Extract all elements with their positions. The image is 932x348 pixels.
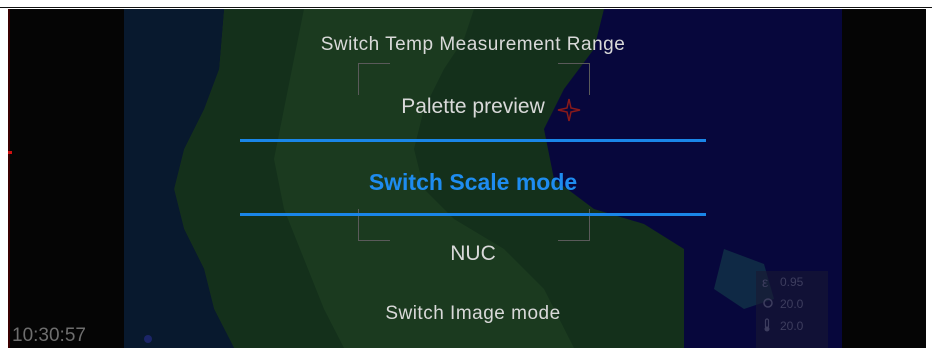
reflected-value: 20.0 — [780, 319, 804, 333]
crosshair-icon — [557, 98, 581, 122]
thermal-image — [124, 9, 842, 348]
param-reflected: 20.0 — [756, 315, 828, 337]
left-edge — [8, 9, 10, 348]
param-ambient: 20.0 — [756, 293, 828, 315]
menu-item-switch-scale-mode[interactable]: Switch Scale mode — [368, 169, 578, 195]
measurement-params: ε 0.95 20.0 20.0 — [756, 271, 828, 348]
param-emissivity: ε 0.95 — [756, 271, 828, 293]
frame-corner-top-left — [358, 63, 390, 95]
menu-dim-overlay — [124, 9, 842, 348]
thermometer-icon — [762, 317, 780, 335]
menu-item-switch-image-mode[interactable]: Switch Image mode — [385, 303, 561, 324]
thermal-image-graphic — [124, 9, 842, 348]
settings-menu: Switch Temp Measurement Range Palette pr… — [8, 9, 926, 348]
ambient-value: 20.0 — [780, 297, 804, 311]
frame-corner-bottom-right — [558, 209, 590, 241]
emissivity-icon: ε — [762, 274, 769, 290]
selection-line-top — [240, 139, 706, 142]
frame-corner-bottom-left — [358, 209, 390, 241]
menu-item-switch-temp-range[interactable]: Switch Temp Measurement Range — [320, 34, 626, 55]
clock-time: 10:30:57 — [12, 325, 86, 346]
left-edge-marker — [8, 151, 12, 154]
emissivity-value: 0.95 — [780, 275, 804, 289]
camera-screen: Switch Temp Measurement Range Palette pr… — [8, 9, 926, 348]
selection-line-bottom — [240, 213, 706, 216]
ambient-temp-icon — [762, 296, 780, 312]
frame-corner-top-right — [558, 63, 590, 95]
menu-item-nuc[interactable]: NUC — [450, 242, 496, 265]
top-border — [0, 0, 932, 8]
menu-item-palette-preview[interactable]: Palette preview — [401, 95, 545, 118]
